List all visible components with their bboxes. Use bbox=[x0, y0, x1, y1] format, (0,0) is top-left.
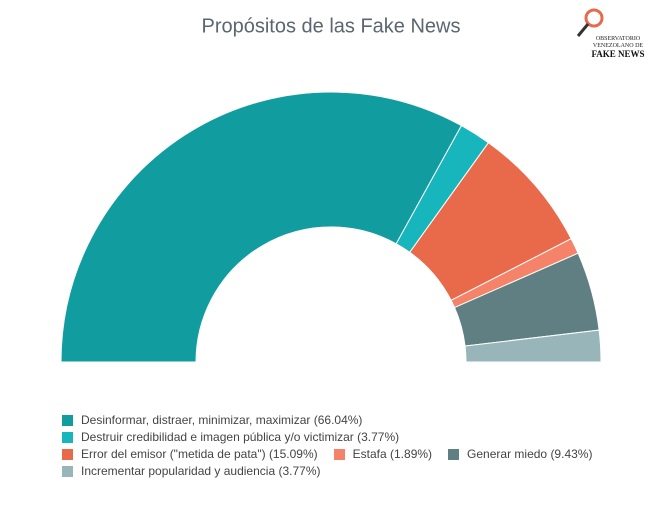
legend-label: Error del emisor ("metida de pata") bbox=[81, 447, 266, 461]
legend: Desinformar, distraer, minimizar, maximi… bbox=[62, 413, 622, 478]
legend-item: Incrementar popularidad y audiencia (3.7… bbox=[62, 464, 321, 478]
legend-swatch bbox=[62, 414, 73, 426]
legend-swatch bbox=[62, 465, 73, 477]
legend-value: (3.77%) bbox=[357, 430, 400, 444]
legend-label: Desinformar, distraer, minimizar, maximi… bbox=[81, 413, 311, 427]
legend-item: Error del emisor ("metida de pata") (15.… bbox=[62, 447, 318, 461]
legend-label: Destruir credibilidad e imagen pública y… bbox=[81, 430, 354, 444]
legend-value: (66.04%) bbox=[313, 413, 363, 427]
legend-label: Estafa bbox=[352, 447, 387, 461]
legend-item: Destruir credibilidad e imagen pública y… bbox=[62, 430, 399, 444]
legend-swatch bbox=[62, 431, 73, 443]
legend-item: Estafa (1.89%) bbox=[333, 447, 433, 461]
legend-swatch bbox=[333, 448, 345, 460]
chart-title: Propósitos de las Fake News bbox=[201, 15, 460, 37]
logo: OBSERVATORIO VENEZOLANO DE FAKE NEWS bbox=[576, 8, 645, 59]
logo-text: FAKE NEWS bbox=[591, 49, 644, 59]
legend-value: (9.43%) bbox=[550, 447, 593, 461]
logo-icon bbox=[584, 8, 604, 28]
slice bbox=[464, 329, 602, 363]
legend-value: (15.09%) bbox=[268, 447, 318, 461]
legend-swatch bbox=[62, 448, 73, 460]
slice bbox=[60, 91, 463, 363]
legend-item: Generar miedo (9.43%) bbox=[448, 447, 592, 461]
logo-text: VENEZOLANO DE bbox=[593, 43, 643, 49]
legend-label: Generar miedo bbox=[467, 447, 548, 461]
legend-item: Desinformar, distraer, minimizar, maximi… bbox=[62, 413, 362, 427]
legend-value: (3.77%) bbox=[278, 464, 321, 478]
legend-label: Incrementar popularidad y audiencia bbox=[81, 464, 276, 478]
legend-swatch bbox=[448, 448, 460, 460]
legend-value: (1.89%) bbox=[390, 447, 433, 461]
logo-icon bbox=[576, 23, 590, 37]
logo-text: OBSERVATORIO bbox=[596, 36, 641, 42]
